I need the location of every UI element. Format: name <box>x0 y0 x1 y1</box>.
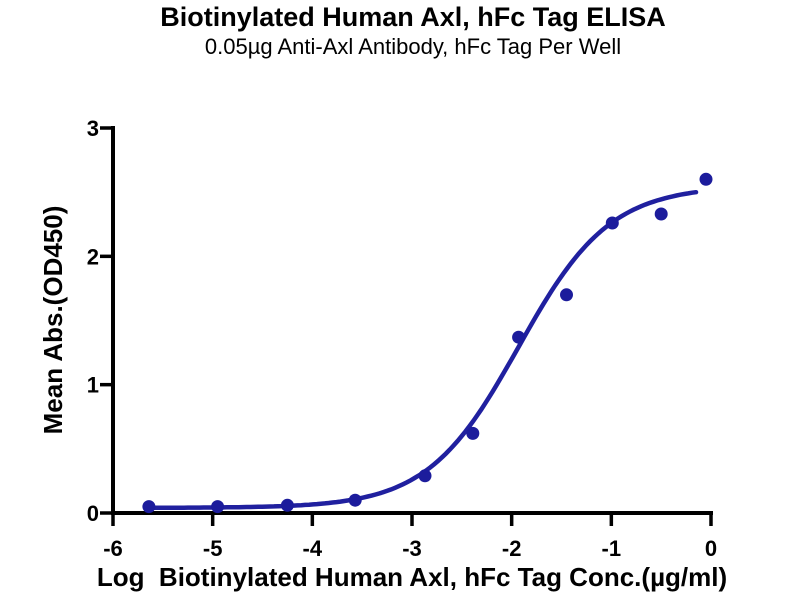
data-point <box>211 500 225 514</box>
data-point <box>348 493 362 507</box>
y-axis-tick-label: 0 <box>87 501 99 526</box>
y-axis-tick-label: 3 <box>87 116 99 141</box>
data-point <box>512 330 526 344</box>
x-axis-tick-label: -1 <box>602 536 622 561</box>
x-axis-tick-label: -6 <box>103 536 123 561</box>
x-axis-tick-label: -5 <box>203 536 223 561</box>
data-point <box>699 172 713 186</box>
x-axis-tick-label: -2 <box>502 536 522 561</box>
fit-curve <box>146 189 699 511</box>
data-point <box>418 469 432 483</box>
x-axis-title: Log Biotinylated Human Axl, hFc Tag Conc… <box>97 562 727 592</box>
x-axis-tick-label: 0 <box>705 536 717 561</box>
x-axis-tick-label: -4 <box>303 536 323 561</box>
x-axis-tick-label: -3 <box>402 536 422 561</box>
chart-subtitle: 0.05µg Anti-Axl Antibody, hFc Tag Per We… <box>204 34 622 59</box>
data-point <box>560 288 573 302</box>
data-point <box>466 426 480 440</box>
data-point <box>280 498 294 512</box>
y-axis-tick-label: 1 <box>87 373 99 398</box>
chart-title: Biotinylated Human Axl, hFc Tag ELISA <box>160 2 666 32</box>
data-point <box>605 216 619 230</box>
data-point <box>654 207 668 221</box>
y-axis-tick-label: 2 <box>87 244 99 269</box>
y-axis-title: Mean Abs.(OD450) <box>38 206 68 435</box>
plot-layer: -6 -5 -4 -3 -2 -1 0 0 1 2 3 <box>87 116 717 561</box>
data-point <box>142 500 156 514</box>
